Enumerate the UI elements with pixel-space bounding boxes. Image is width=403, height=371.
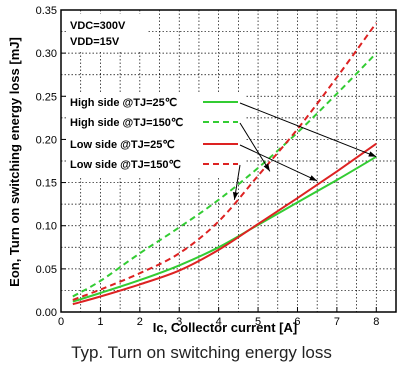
y-tick-label: 0.20 xyxy=(36,134,57,146)
y-tick-label: 0.35 xyxy=(36,5,57,17)
legend-arrowhead-0 xyxy=(368,151,377,157)
x-tick-label: 4 xyxy=(216,316,222,328)
series-line-2 xyxy=(72,142,377,306)
legend-arrowhead-1 xyxy=(263,163,270,172)
figure-caption: Typ. Turn on switching energy loss xyxy=(71,343,332,362)
legend-arrowhead-3 xyxy=(232,191,239,200)
series-line-3 xyxy=(72,22,378,301)
x-tick-label: 5 xyxy=(255,316,261,328)
y-tick-label: 0.00 xyxy=(36,307,57,319)
legend: High side @TJ=25℃ High side @TJ=150℃ Low s… xyxy=(70,97,238,171)
legend-box xyxy=(66,92,246,176)
x-tick-label: 3 xyxy=(176,316,182,328)
y-tick-label: 0.15 xyxy=(36,178,57,190)
conditions-box xyxy=(66,14,148,50)
y-tick-label: 0.05 xyxy=(36,264,57,276)
legend-arrows xyxy=(232,102,377,200)
legend-arrow-2 xyxy=(239,144,318,182)
axis-ticks: 0 1 2 3 4 5 6 7 8 0.00 0.05 0.10 0.15 0.20 0.25 0.30 0.3… xyxy=(36,5,380,328)
legend-arrow-1 xyxy=(239,122,271,172)
legend-label-3: Low side @TJ=150℃ xyxy=(70,159,181,171)
legend-arrowhead-2 xyxy=(309,175,318,181)
series-lines xyxy=(72,22,378,306)
x-tick-label: 7 xyxy=(334,316,340,328)
legend-label-1: High side @TJ=150℃ xyxy=(70,117,183,129)
x-tick-label: 6 xyxy=(294,316,300,328)
x-tick-label: 8 xyxy=(373,316,379,328)
x-tick-label: 0 xyxy=(58,316,64,328)
y-tick-label: 0.25 xyxy=(36,91,57,103)
x-tick-label: 1 xyxy=(97,316,103,328)
condition-vdd: VDD=15V xyxy=(70,36,120,48)
series-line-1 xyxy=(72,52,378,298)
plot-frame xyxy=(60,9,397,313)
legend-label-0: High side @TJ=25℃ xyxy=(70,97,177,109)
energy-loss-chart: 0 1 2 3 4 5 6 7 8 0.00 0.05 0.10 0.15 0.20 0.25 0.30 0.3… xyxy=(7,5,397,335)
y-tick-label: 0.30 xyxy=(36,48,57,60)
legend-label-2: Low side @TJ=25℃ xyxy=(70,139,175,151)
y-axis-title: Eon, Turn on switching energy loss [mJ] xyxy=(7,37,22,287)
x-tick-label: 2 xyxy=(137,316,143,328)
legend-arrow-0 xyxy=(239,102,377,158)
x-axis-title: Ic, Collector current [A] xyxy=(153,320,297,335)
y-tick-label: 0.10 xyxy=(36,221,57,233)
series-line-0 xyxy=(72,155,377,303)
condition-vdc: VDC=300V xyxy=(70,20,126,32)
